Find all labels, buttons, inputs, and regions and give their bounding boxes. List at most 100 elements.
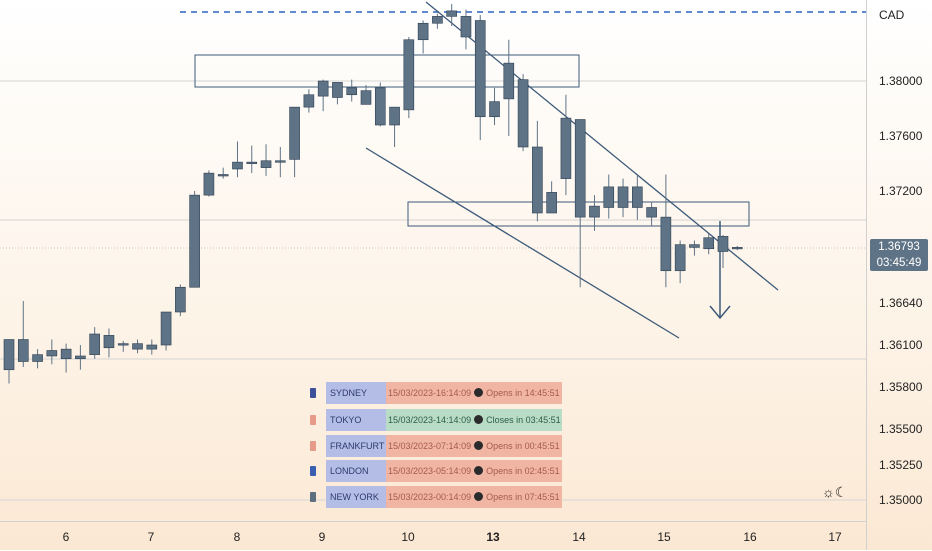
candle (403, 37, 415, 119)
date-tick: 6 (62, 530, 70, 544)
candle-body (146, 344, 158, 350)
candle-body (232, 161, 243, 170)
bar-countdown: 03:45:49 (876, 257, 922, 269)
session-status: Opens in 14:45:51 (486, 388, 560, 398)
candle-body (646, 207, 657, 218)
candle-body (289, 106, 300, 160)
candle (289, 106, 300, 178)
session-dot-icon (474, 415, 484, 424)
date-tick: 8 (233, 530, 241, 544)
candle-body (432, 16, 443, 24)
candle-body (446, 10, 457, 17)
candle (689, 240, 700, 256)
session-dot-icon (474, 388, 484, 397)
price-tick: 1.36100 (879, 338, 923, 352)
session-datetime: 15/03/2023-14:14:09 (388, 415, 472, 425)
current-price-value: 1.36793 (878, 241, 920, 253)
time-axis[interactable]: 6 7 8 9 10 13 14 15 16 17 (0, 521, 866, 551)
session-status: Opens in 07:45:51 (486, 492, 560, 502)
candle (489, 87, 500, 125)
down-arrow[interactable] (709, 221, 731, 320)
candle (717, 235, 729, 268)
candle-body (246, 161, 258, 164)
candle (632, 175, 643, 220)
candle-body (32, 354, 43, 362)
candle (546, 181, 557, 214)
channel-lower-line[interactable] (365, 147, 680, 339)
candle-body (160, 311, 172, 346)
candle (660, 174, 672, 288)
candle (617, 178, 629, 218)
candle-body (175, 286, 186, 313)
session-name: TOKYO (326, 409, 386, 431)
candle-body (89, 333, 100, 355)
candle-body (303, 94, 315, 108)
candle-body (532, 146, 543, 214)
candle-body (417, 22, 429, 41)
session-dot-icon (474, 441, 484, 450)
session-color-marker (310, 466, 316, 476)
session-time: 15/03/2023-14:14:09 Closes in 03:45:51 (386, 409, 562, 431)
candle-body (346, 87, 358, 96)
candle (260, 144, 272, 176)
candle-body (603, 186, 615, 208)
session-time: 15/03/2023-00:14:09 Opens in 07:45:51 (386, 486, 562, 508)
candle-body (275, 160, 286, 163)
candle-body (674, 244, 686, 272)
candle (503, 39, 515, 136)
session-name: NEW YORK (326, 486, 386, 508)
candle-body (474, 20, 486, 118)
session-datetime: 15/03/2023-07:14:09 (388, 441, 472, 451)
candle (674, 240, 686, 284)
candle (731, 246, 743, 251)
candle-body (17, 339, 29, 362)
candle (117, 340, 129, 352)
date-tick: 16 (743, 530, 757, 544)
candle-body (3, 339, 15, 371)
price-tick: 1.35500 (879, 422, 923, 436)
candle (560, 94, 572, 196)
candle (246, 145, 258, 174)
candle (517, 74, 529, 152)
candle (103, 328, 115, 358)
candle (75, 345, 86, 370)
candle-body (46, 350, 58, 357)
candle (646, 202, 657, 226)
candle (446, 4, 457, 26)
session-name: LONDON (326, 460, 386, 482)
chart-area[interactable] (0, 0, 866, 521)
currency-label: CAD (879, 8, 905, 22)
candle-body (503, 62, 515, 100)
candle-body (717, 236, 729, 252)
candle (374, 82, 386, 127)
upper-zone-rectangle[interactable] (194, 54, 580, 88)
candle-body (117, 343, 129, 346)
candle (60, 343, 72, 373)
candle (317, 79, 329, 112)
candle (203, 170, 215, 197)
candle (474, 15, 486, 141)
candle-body (374, 87, 386, 126)
candle-body (403, 39, 415, 111)
candle (460, 9, 472, 50)
candle-body (660, 216, 672, 272)
session-datetime: 15/03/2023-16:14:09 (388, 388, 472, 398)
session-time: 15/03/2023-05:14:09 Opens in 02:45:51 (386, 460, 562, 482)
session-datetime: 15/03/2023-05:14:09 (388, 466, 472, 476)
session-time: 15/03/2023-07:14:09 Opens in 00:45:51 (386, 435, 562, 457)
candle (89, 327, 100, 359)
price-axis[interactable]: CAD 1.38000 1.37600 1.37200 1.36640 1.36… (866, 0, 932, 550)
candle-body (517, 79, 529, 148)
candle-body (260, 160, 272, 168)
session-name: SYDNEY (326, 382, 386, 404)
session-name: FRANKFURT (326, 435, 386, 457)
sun-moon-icon[interactable]: ☼☾ (822, 484, 848, 500)
candle-body (60, 348, 72, 360)
date-tick: 17 (828, 530, 842, 544)
session-color-marker (310, 388, 316, 398)
candle (332, 82, 343, 105)
candle-body (103, 335, 115, 349)
candle-body (189, 194, 200, 288)
candle (175, 284, 186, 317)
session-datetime: 15/03/2023-00:14:09 (388, 492, 472, 502)
